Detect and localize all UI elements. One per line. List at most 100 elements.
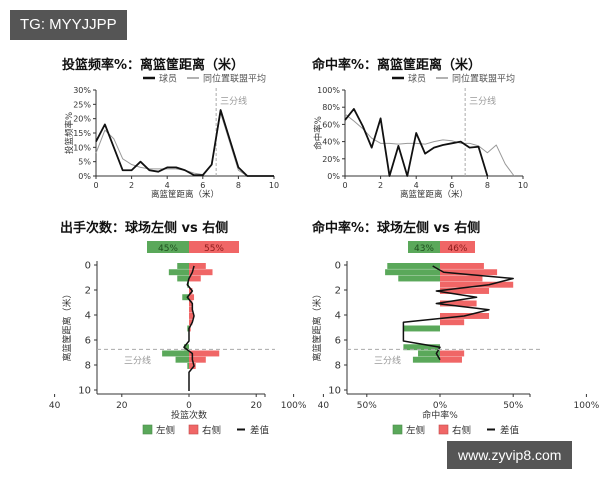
right-summary-bar — [189, 241, 239, 253]
y-axis-label: 命中率% — [313, 116, 324, 150]
left-bar — [162, 350, 189, 357]
legend-right-swatch — [438, 424, 449, 435]
side-summary: 45% 55% — [147, 241, 239, 254]
right-bar — [189, 300, 193, 307]
fg_left_right-chart: 43% 46% 0 2 4 6 8 10 100% 50% 0% 50% 100% 命中率% 离篮筐距离（米… — [281, 241, 600, 437]
left-bar — [418, 350, 440, 357]
right-summary-bar — [440, 241, 475, 253]
y-tick-label: 4 — [85, 311, 91, 322]
left-bar — [175, 356, 189, 363]
chart-title-fg: 命中率%：离篮筐距离（米） — [312, 58, 482, 73]
x-tick-label: 10 — [518, 181, 528, 190]
x-tick-label: 2 — [129, 181, 134, 190]
x-axis-label: 投篮次数 — [171, 409, 207, 421]
y-tick-label: 0% — [78, 172, 91, 181]
left-summary-bar — [147, 241, 189, 253]
right-bar — [189, 350, 220, 357]
left-bar — [177, 263, 189, 269]
left-bar — [183, 344, 189, 351]
watermark-bottom: www.zyvip8.com — [447, 441, 573, 469]
difference-line — [183, 265, 195, 391]
legend: 球员 同位置联盟平均 — [392, 73, 515, 85]
right-bar — [189, 275, 201, 282]
y-tick-label: 10 — [328, 386, 341, 397]
chart-title-fg-lr: 命中率%：球场左侧 vs 右侧 — [312, 221, 481, 236]
legend-left-swatch — [142, 424, 153, 435]
x-axis-label: 命中率% — [422, 409, 458, 421]
right-bar — [189, 263, 206, 269]
x-axis-label: 离篮筐距离（米） — [400, 189, 468, 200]
y-tick-label: 100% — [317, 86, 340, 95]
x-tick-label: 50% — [357, 401, 377, 411]
legend-diff-label: 差值 — [250, 425, 270, 437]
x-axis-label: 离篮筐距离（米） — [151, 189, 219, 200]
left-summary-bar — [408, 241, 440, 253]
y-tick-label: 0 — [335, 261, 341, 272]
freq_by_distance-chart: 球员 同位置联盟平均 0% 5% 10% 15% 20% 25% 30% 0 2 4 6 8 10 离篮筐距离… — [64, 73, 279, 201]
y-tick-label: 25% — [73, 100, 91, 109]
x-tick-label: 100% — [281, 401, 307, 411]
right-bar — [440, 350, 465, 357]
right-bar — [189, 269, 213, 276]
right-bar — [440, 281, 514, 288]
y-tick-label: 40% — [322, 138, 340, 147]
right-summary-label: 55% — [204, 244, 224, 254]
right-bar — [440, 300, 477, 307]
right-bar — [440, 263, 484, 269]
right-bar — [189, 319, 193, 326]
y-tick-label: 8 — [335, 361, 341, 372]
right-bar — [440, 275, 483, 282]
left-bar — [187, 325, 189, 332]
x-tick-label: 20 — [116, 401, 128, 411]
y-axis-label: 离篮筐距离（米） — [61, 289, 73, 361]
right-bar — [440, 319, 465, 326]
y-tick-label: 6 — [335, 336, 341, 347]
legend-right-swatch — [188, 424, 199, 435]
side-summary: 43% 46% — [408, 241, 475, 254]
left-summary-label: 45% — [158, 244, 178, 254]
y-tick-label: 0% — [327, 172, 340, 181]
chart-title-freq: 投篮频率%：离篮筐距离（米） — [62, 58, 245, 73]
left-bar — [403, 344, 440, 351]
x-tick-label: 4 — [165, 181, 170, 190]
legend-league-label: 同位置联盟平均 — [203, 73, 266, 85]
y-axis-label: 投篮频率% — [64, 112, 75, 154]
x-tick-label: 40 — [318, 401, 330, 411]
league-average-line — [95, 112, 274, 177]
legend-player-label: 球员 — [159, 73, 177, 85]
x-tick-label: 4 — [414, 181, 419, 190]
right-bar — [440, 288, 490, 294]
x-tick-label: 0 — [186, 401, 192, 411]
x-tick-label: 0 — [342, 181, 347, 190]
right-bar — [189, 294, 195, 301]
x-tick-label: 20 — [250, 401, 262, 411]
left-bar — [177, 275, 189, 282]
x-tick-label: 40 — [49, 401, 61, 411]
y-tick-label: 15% — [73, 129, 91, 138]
right-bar — [189, 288, 193, 294]
y-tick-label: 4 — [335, 311, 341, 322]
difference-line — [402, 265, 514, 361]
right-bar — [189, 313, 195, 319]
right-bar — [189, 306, 193, 313]
x-tick-label: 0 — [93, 181, 98, 190]
three-point-label: 三分线 — [124, 354, 151, 366]
chart-title-attempts-lr: 出手次数：球场左侧 vs 右侧 — [60, 221, 229, 236]
y-tick-label: 30% — [73, 86, 91, 95]
x-tick-label: 100% — [574, 401, 600, 411]
legend-league-label: 同位置联盟平均 — [452, 73, 515, 85]
three-point-label: 三分线 — [220, 95, 247, 107]
x-tick-label: 10 — [269, 181, 279, 190]
x-tick-label: 6 — [449, 181, 454, 190]
y-tick-label: 20% — [73, 115, 91, 124]
left-bar — [387, 263, 440, 269]
y-tick-label: 10 — [78, 386, 91, 397]
y-tick-label: 8 — [85, 361, 91, 372]
legend-left-label: 左侧 — [406, 425, 425, 437]
legend-right-label: 右侧 — [202, 425, 221, 437]
y-tick-label: 6 — [85, 336, 91, 347]
x-tick-label: 2 — [378, 181, 383, 190]
left-bar — [187, 363, 189, 369]
